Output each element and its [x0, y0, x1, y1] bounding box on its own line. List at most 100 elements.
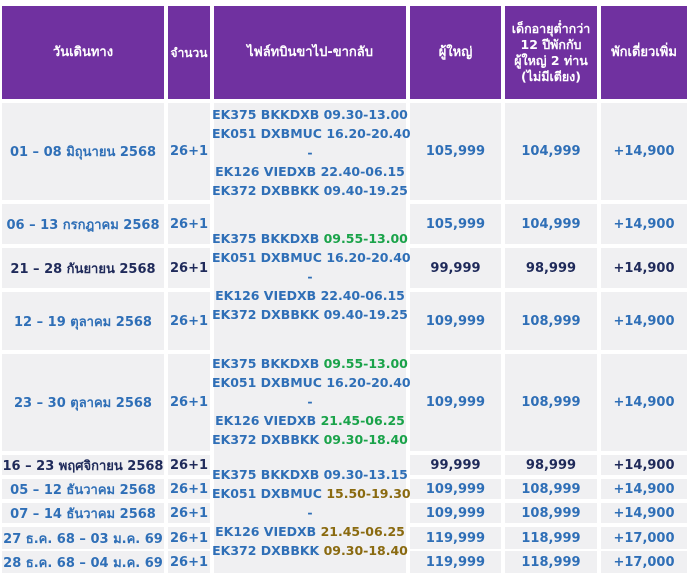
child-value: 98,999	[525, 457, 577, 473]
single-value: +17,000	[613, 554, 675, 570]
table-cell-date: 23 – 30 ตุลาคม 2568	[2, 354, 164, 451]
table-cell-date: 16 – 23 พฤศจิกายน 2568	[2, 455, 164, 475]
adult-value: 99,999	[430, 260, 481, 276]
flight-code: EK126 VIEDXB	[215, 164, 317, 179]
child-value: 108,999	[521, 313, 581, 329]
flight-group: EK375 BKKDXB 09.30-13.15 EK051 DXBMUC 15.…	[212, 465, 411, 560]
flight-line: -	[212, 503, 408, 522]
flight-line: EK372 DXBBKK 09.40-19.25	[212, 181, 408, 200]
header-date-label: วันเดินทาง	[52, 44, 114, 60]
date-value: 12 – 19 ตุลาคม 2568	[14, 314, 152, 330]
flight-code: EK051 DXBMUC	[212, 375, 322, 390]
single-value: +14,900	[613, 260, 675, 276]
table-cell-child: 98,999	[505, 248, 597, 288]
flight-code: EK126 VIEDXB	[215, 288, 317, 303]
table-cell-child: 108,999	[505, 292, 597, 350]
flight-time: 21.45-06.25	[320, 524, 405, 539]
single-value: +14,900	[613, 144, 675, 159]
date-value: 21 – 28 กันยายน 2568	[10, 261, 156, 277]
flight-code: EK126 VIEDXB	[215, 413, 317, 428]
flight-line: EK126 VIEDXB 21.45-06.25	[212, 411, 408, 430]
table-cell-child: 98,999	[505, 455, 597, 475]
adult-value: 105,999	[425, 144, 486, 159]
seats-value: 26+1	[169, 216, 209, 232]
flight-line: EK375 BKKDXB 09.55-13.00	[212, 229, 408, 248]
date-value: 05 – 12 ธันวาคม 2568	[10, 482, 156, 498]
table-cell-adult: 109,999	[410, 503, 501, 523]
child-value: 104,999	[521, 144, 581, 159]
date-value: 28 ธ.ค. 68 – 04 ม.ค. 69	[3, 555, 163, 571]
table-cell-single: +14,900	[601, 204, 687, 244]
table-cell-single: +14,900	[601, 455, 687, 475]
header-adult-label: ผู้ใหญ่	[438, 44, 473, 60]
flight-group: EK375 BKKDXB 09.55-13.00 EK051 DXBMUC 16.…	[212, 229, 411, 324]
seats-value: 26+1	[169, 395, 209, 410]
flight-line: EK051 DXBMUC 16.20-20.40	[212, 248, 411, 267]
flight-code: EK375 BKKDXB	[212, 467, 320, 482]
table-cell-adult: 105,999	[410, 204, 501, 244]
flight-line: EK372 DXBBKK 09.30-18.40	[212, 541, 408, 560]
date-value: 07 – 14 ธันวาคม 2568	[10, 506, 156, 522]
flight-line: EK375 BKKDXB 09.30-13.00	[212, 105, 408, 124]
table-cell-date: 27 ธ.ค. 68 – 03 ม.ค. 69	[2, 527, 164, 549]
table-cell-adult: 109,999	[410, 479, 501, 499]
flight-line: EK372 DXBBKK 09.30-18.40	[212, 430, 408, 449]
flight-group: EK375 BKKDXB 09.55-13.00 EK051 DXBMUC 16.…	[212, 354, 411, 449]
flight-time: 09.40-19.25	[323, 183, 408, 198]
adult-value: 119,999	[425, 530, 486, 546]
date-value: 06 – 13 กรกฎาคม 2568	[6, 217, 160, 233]
adult-value: 109,999	[425, 395, 486, 410]
table-cell-seats: 26+1	[168, 503, 210, 523]
child-value: 108,999	[521, 505, 581, 521]
flight-line: EK126 VIEDXB 22.40-06.15	[212, 162, 408, 181]
table-cell-child: 118,999	[505, 527, 597, 549]
adult-value: 109,999	[425, 505, 486, 521]
single-value: +14,900	[613, 313, 675, 329]
table-cell-single: +14,900	[601, 503, 687, 523]
flight-line: EK372 DXBBKK 09.40-19.25	[212, 305, 408, 324]
table-cell-single: +17,000	[601, 551, 687, 573]
flight-separator: -	[307, 505, 313, 520]
flight-code: EK375 BKKDXB	[212, 107, 320, 122]
table-cell-date: 07 – 14 ธันวาคม 2568	[2, 503, 164, 523]
flight-time: 15.50-19.30	[326, 486, 411, 501]
table-cell-seats: 26+1	[168, 455, 210, 475]
adult-value: 109,999	[425, 481, 486, 497]
flight-time: 22.40-06.15	[320, 288, 405, 303]
table-cell-single: +17,000	[601, 527, 687, 549]
table-cell-single: +14,900	[601, 479, 687, 499]
table-cell-adult: 105,999	[410, 103, 501, 200]
child-value: 108,999	[521, 395, 581, 410]
single-value: +14,900	[613, 457, 675, 473]
flight-line: EK051 DXBMUC 15.50-19.30	[212, 484, 411, 503]
table-cell-child: 108,999	[505, 503, 597, 523]
seats-value: 26+1	[169, 554, 209, 570]
flight-time: 16.20-20.40	[326, 126, 411, 141]
date-value: 16 – 23 พฤศจิกายน 2568	[2, 458, 164, 474]
single-value: +14,900	[613, 395, 675, 410]
seats-value: 26+1	[169, 457, 209, 473]
single-value: +14,900	[613, 216, 675, 232]
table-cell-single: +14,900	[601, 354, 687, 451]
table-cell-seats: 26+1	[168, 551, 210, 573]
seats-value: 26+1	[169, 260, 209, 276]
table-cell-child: 108,999	[505, 479, 597, 499]
header-child: เด็กอายุต่ำกว่า 12 ปีพักกับผู้ใหญ่ 2 ท่า…	[505, 6, 597, 99]
header-single: พักเดี่ยวเพิ่ม	[601, 6, 687, 99]
flight-time: 16.20-20.40	[326, 375, 411, 390]
single-value: +14,900	[613, 481, 675, 497]
flight-code: EK126 VIEDXB	[215, 524, 317, 539]
flight-time: 09.30-18.40	[323, 432, 408, 447]
date-value: 01 – 08 มิถุนายน 2568	[9, 145, 157, 160]
flight-time: 22.40-06.15	[320, 164, 405, 179]
seats-value: 26+1	[169, 481, 209, 497]
table-cell-single: +14,900	[601, 292, 687, 350]
table-cell-seats: 26+1	[168, 354, 210, 451]
flight-code: EK375 BKKDXB	[212, 356, 320, 371]
single-value: +17,000	[613, 530, 675, 546]
table-cell-adult: 119,999	[410, 551, 501, 573]
flight-code: EK372 DXBBKK	[212, 432, 320, 447]
table-cell-single: +14,900	[601, 248, 687, 288]
table-cell-child: 104,999	[505, 204, 597, 244]
